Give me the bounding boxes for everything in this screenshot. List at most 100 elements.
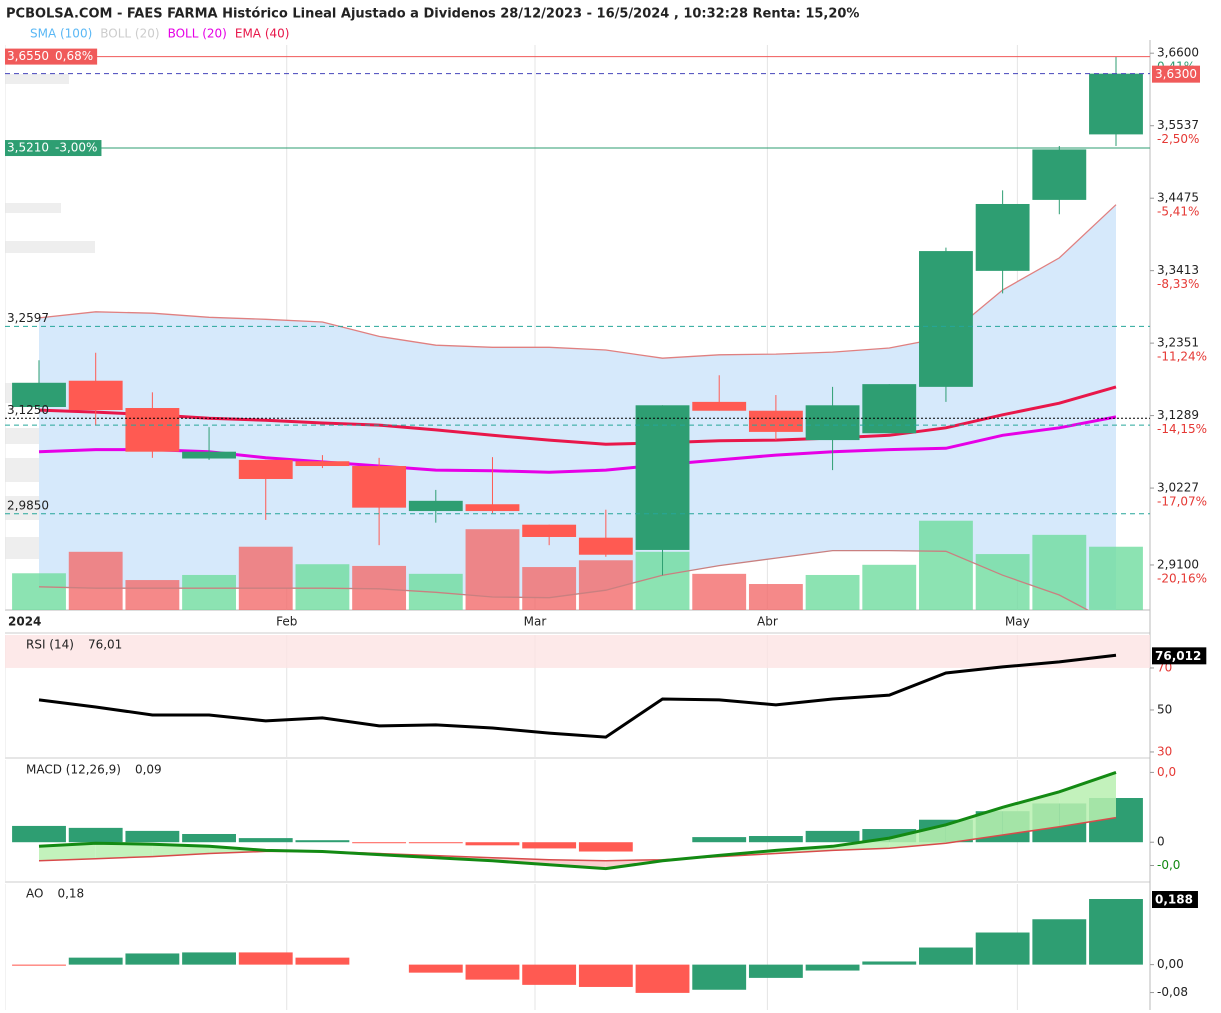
- y-tick-label: 3,1289: [1157, 408, 1199, 422]
- volume-bar: [182, 574, 236, 610]
- macd-histogram: [238, 838, 293, 843]
- candle-body: [862, 384, 917, 434]
- last-value-box: [1152, 891, 1198, 909]
- y-tick-label: 3,0227: [1157, 481, 1199, 495]
- macd-fill: [945, 807, 1003, 844]
- macd-histogram: [748, 836, 803, 843]
- y-tick-label: -0,0: [1157, 858, 1180, 872]
- bollinger-lower: [38, 549, 1090, 610]
- x-tick-label: Abr: [757, 615, 778, 629]
- ao-bar: [635, 964, 690, 993]
- volume-bar: [862, 564, 917, 610]
- candle-body: [465, 504, 520, 512]
- volume-bar: [1032, 534, 1087, 610]
- level-change: 0,68%: [55, 49, 93, 63]
- volume-bar: [522, 567, 577, 610]
- ao-bar: [408, 964, 463, 973]
- candle-body: [975, 203, 1030, 271]
- overbought-zone: [5, 635, 1150, 668]
- y-tick-label: 3,2351: [1157, 336, 1199, 350]
- ao-bar: [1089, 899, 1143, 965]
- volume-bar: [692, 573, 747, 610]
- legend-entry: SMA (100): [30, 27, 92, 41]
- macd-histogram: [125, 830, 180, 843]
- volume-bar: [805, 574, 860, 610]
- volume-bar: [295, 564, 350, 610]
- candle-body: [352, 466, 407, 508]
- panel-value: 0,09: [135, 763, 162, 777]
- x-tick-label: 2024: [8, 615, 41, 629]
- macd-histogram: [182, 833, 236, 843]
- volume-bar: [125, 580, 180, 610]
- panel-title: MACD (12,26,9): [26, 763, 121, 777]
- macd-fill: [1059, 772, 1116, 827]
- macd-histogram: [465, 842, 520, 846]
- macd-histogram: [295, 840, 350, 843]
- y-tick-label: 0: [1157, 835, 1165, 849]
- panel-title: RSI (14): [26, 638, 74, 652]
- macd-histogram: [12, 825, 66, 843]
- panel-title: AO: [26, 887, 43, 901]
- ao-bar: [522, 964, 577, 985]
- level-label-box: [5, 48, 98, 65]
- candle-body: [748, 410, 803, 432]
- candle-body: [1089, 73, 1143, 135]
- y-tick-label: 0,00: [1157, 957, 1184, 971]
- candle-body: [125, 408, 180, 452]
- candle-body: [238, 459, 293, 479]
- ao-bar: [238, 952, 293, 965]
- volume-bar: [12, 573, 66, 610]
- panel-value: 76,01: [88, 638, 122, 652]
- macd-histogram: [578, 842, 633, 852]
- candle-body: [522, 524, 577, 537]
- level-label: 3,5210: [7, 141, 49, 155]
- macd-histogram: [352, 842, 407, 844]
- candle-body: [692, 401, 747, 411]
- candle-body: [919, 251, 973, 387]
- last-value-label: 0,188: [1155, 893, 1193, 907]
- rsi-line: [38, 653, 1117, 739]
- volume-bar: [919, 520, 973, 610]
- legend-entry: BOLL (20): [168, 27, 227, 41]
- panel-plot: [5, 884, 1143, 1010]
- level-label: 2,9850: [7, 498, 49, 512]
- volume-bar: [68, 551, 123, 610]
- volume-bar: [238, 546, 293, 610]
- x-tick-label: May: [1005, 615, 1030, 629]
- level-label-box: [5, 140, 102, 157]
- macd-histogram: [522, 842, 577, 849]
- panel-plot: [5, 635, 1150, 757]
- level-label-box: [1152, 65, 1200, 83]
- y-tick-label: 3,6600: [1157, 46, 1199, 60]
- legend-entry: EMA (40): [235, 27, 290, 41]
- last-value-label: 76,012: [1155, 649, 1201, 663]
- y-tick-change: -2,50%: [1157, 132, 1199, 146]
- volume-bar: [748, 584, 803, 610]
- candle-body: [1032, 149, 1087, 200]
- last-value-box: [1152, 647, 1207, 665]
- y-tick-label: 0,0: [1157, 765, 1176, 779]
- y-tick-label: 3,3413: [1157, 263, 1199, 277]
- volume-bar: [1089, 546, 1143, 610]
- bollinger-fill: [39, 204, 1116, 610]
- panel-value: 0,18: [57, 887, 84, 901]
- y-tick-label: 2,9100: [1157, 557, 1199, 571]
- ao-bar: [465, 964, 520, 980]
- macd-histogram: [805, 830, 860, 843]
- ao-bar: [68, 957, 123, 965]
- x-tick-label: Mar: [524, 615, 547, 629]
- legend-entry: BOLL (20): [100, 27, 159, 41]
- y-tick-change: -14,15%: [1157, 422, 1207, 436]
- signal-line: [38, 816, 1117, 862]
- level-label: 3,1250: [7, 403, 49, 417]
- panel-plot: [5, 45, 1143, 610]
- macd-histogram: [408, 842, 463, 844]
- ao-bar: [975, 932, 1030, 965]
- candle-body: [408, 500, 463, 512]
- macd-fill: [889, 824, 946, 849]
- ao-bar: [182, 952, 236, 965]
- ao-bar: [692, 964, 747, 990]
- level-label: 3,6550: [7, 49, 49, 63]
- chart-title: PCBOLSA.COM - FAES FARMA Histórico Linea…: [6, 7, 859, 22]
